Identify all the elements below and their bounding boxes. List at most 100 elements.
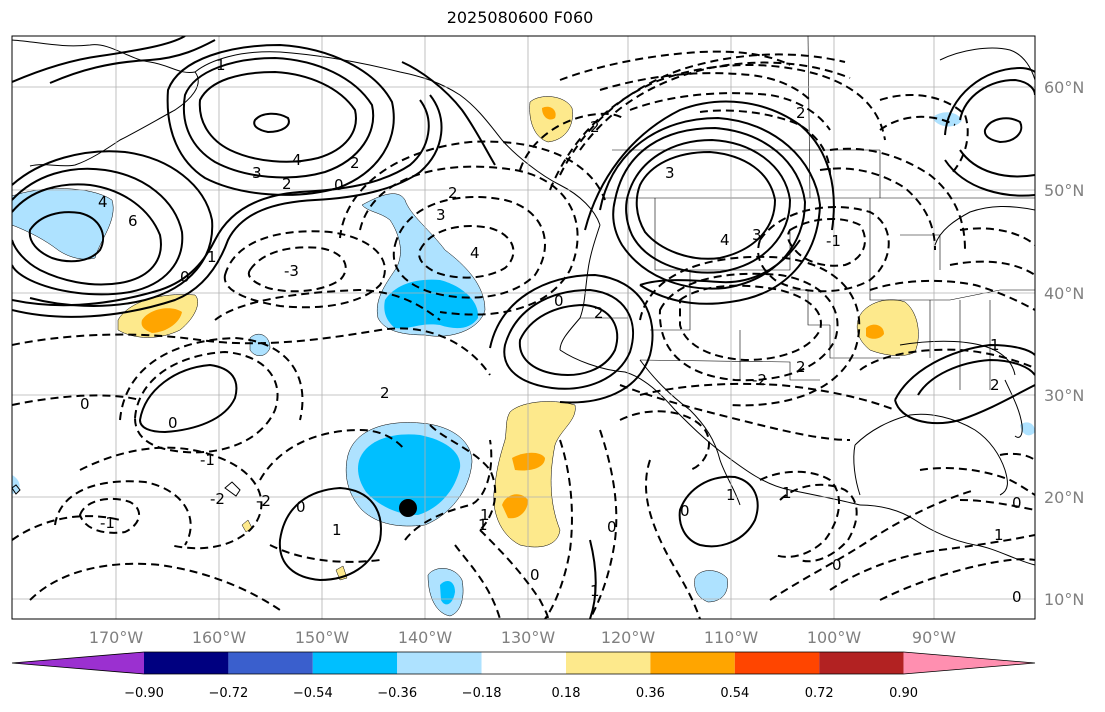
contour-label: -1	[200, 451, 215, 469]
contour-label: 1	[990, 336, 1000, 354]
contour-label: 0	[607, 518, 617, 536]
colorbar-segment	[144, 652, 229, 674]
contour-label: 4	[292, 151, 302, 169]
shade-orange-mexico-2	[502, 494, 528, 519]
shading-layer	[12, 96, 1035, 617]
lat-label: 50°N	[1044, 181, 1084, 200]
contour-label: 2	[448, 184, 458, 202]
contour-label: -2	[210, 490, 225, 508]
lon-label: 140°W	[398, 628, 453, 647]
longitude-labels: 170°W 160°W 150°W 140°W 130°W 120°W 110°…	[89, 628, 956, 647]
colorbar-segment	[566, 652, 651, 674]
shade-blue-edge	[12, 475, 20, 494]
contour-label: 2	[590, 118, 600, 136]
shade-blue-110w	[694, 570, 728, 603]
colorbar-segment	[734, 652, 820, 674]
contour-label: 3	[436, 206, 446, 224]
lon-label: 120°W	[601, 628, 656, 647]
contour-label: 0	[334, 176, 344, 194]
contour-label: 0	[530, 566, 540, 584]
contour-label: -1	[826, 232, 841, 250]
colorbar-extend-high	[903, 652, 1035, 674]
contour-label: 4	[98, 193, 108, 211]
colorbar-segment	[397, 652, 482, 674]
colorbar-tick-label: 0.36	[636, 686, 665, 701]
lon-label: 170°W	[89, 628, 144, 647]
contour-label: 6	[128, 212, 138, 230]
contour-label: 2	[796, 358, 806, 376]
contour-label: 3	[252, 164, 262, 182]
lat-label: 30°N	[1044, 386, 1084, 405]
lon-label: 150°W	[295, 628, 350, 647]
lon-label: 110°W	[704, 628, 759, 647]
contour-label: -1	[100, 514, 115, 532]
solid-contours	[12, 36, 1035, 619]
shade-orange-west	[141, 308, 182, 333]
contour-label: 0	[680, 502, 690, 520]
shade-orange-mexico-1	[512, 452, 545, 471]
colorbar-segment	[481, 652, 566, 674]
contour-label: 0	[168, 414, 178, 432]
contour-label: 0	[1012, 588, 1022, 606]
contour-labels: 4 6 3 4 2 0 1 0 2 3 4 -3 -1 -2 3 2 0 3 4…	[80, 56, 1022, 606]
contour-label: 1	[590, 582, 600, 600]
shade-blue-florida	[1020, 422, 1035, 436]
colorbar: −0.90 −0.72 −0.54 −0.36 −0.18 0.18 0.36 …	[11, 651, 1036, 701]
contour-label: 3	[752, 226, 762, 244]
colorbar-tick-label: −0.90	[124, 686, 164, 701]
lon-label: 90°W	[912, 628, 956, 647]
shade-deepblue-central	[384, 279, 479, 329]
contour-label: 0	[554, 292, 564, 310]
contour-label: 4	[720, 231, 730, 249]
colorbar-tick-label: 0.18	[552, 686, 581, 701]
graticule	[12, 36, 1035, 619]
contour-label: 1	[782, 484, 792, 502]
map-title: 2025080600 F060	[446, 8, 594, 27]
map-frame	[11, 35, 1036, 620]
contour-label: 0	[80, 395, 90, 413]
contour-label: 1	[480, 506, 490, 524]
colorbar-tick-label: −0.54	[293, 686, 333, 701]
contour-label: -3	[284, 262, 299, 280]
dashed-contours	[12, 50, 1035, 619]
contour-label: 2	[380, 384, 390, 402]
lat-label: 20°N	[1044, 488, 1084, 507]
contour-label: 2	[282, 175, 292, 193]
contour-label: 2	[990, 376, 1000, 394]
colorbar-tick-label: 0.72	[805, 686, 834, 701]
colorbar-tick-label: 0.54	[720, 686, 749, 701]
lon-label: 100°W	[807, 628, 862, 647]
contour-label: 0	[1012, 494, 1022, 512]
contour-label: 1	[332, 521, 342, 539]
lon-label: 130°W	[501, 628, 556, 647]
contour-label: 0	[180, 268, 190, 286]
lat-label: 40°N	[1044, 284, 1084, 303]
colorbar-tick-label: −0.72	[208, 686, 248, 701]
lat-label: 60°N	[1044, 78, 1084, 97]
colorbar-tick-label: −0.36	[377, 686, 417, 701]
lat-label: 10°N	[1044, 590, 1084, 609]
colorbar-segment	[228, 652, 313, 674]
colorbar-tick-label: 0.90	[889, 686, 918, 701]
contour-label: -2	[256, 492, 271, 510]
contour-label: 1	[207, 248, 217, 266]
contour-label: 2	[594, 304, 604, 322]
lon-label: 160°W	[192, 628, 247, 647]
contour-label: -2	[752, 371, 767, 389]
contour-label: 1	[478, 516, 488, 534]
colorbar-segment	[819, 652, 904, 674]
colorbar-outline	[11, 651, 1036, 675]
contour-label: 0	[296, 498, 306, 516]
contour-label: 0	[832, 556, 842, 574]
contour-label: 1	[216, 56, 226, 74]
shade-deepblue-south	[358, 434, 461, 515]
contour-label: 1	[994, 526, 1004, 544]
contour-label: 1	[726, 486, 736, 504]
shade-deepblue-bottom	[440, 580, 455, 605]
contour-label: 2	[796, 104, 806, 122]
shade-orange-us	[866, 324, 884, 339]
colorbar-extend-low	[12, 652, 144, 674]
storm-center-marker	[399, 499, 417, 517]
colorbar-segment	[650, 652, 735, 674]
contour-label: 3	[665, 164, 675, 182]
